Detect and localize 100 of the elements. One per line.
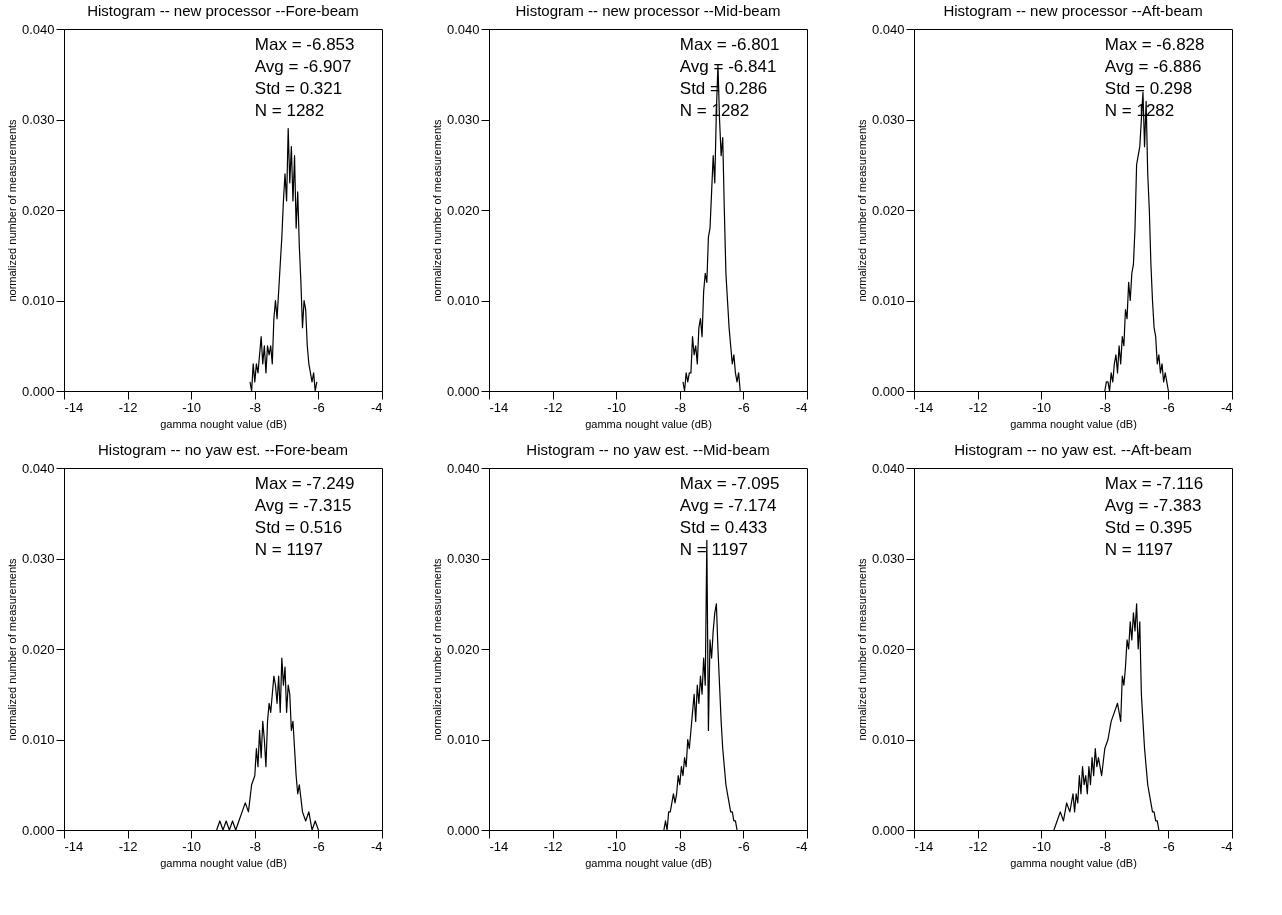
x-axis-title: gamma nought value (dB) — [160, 417, 287, 430]
chart-title: Histogram -- no yaw est. --Fore-beam — [97, 441, 349, 458]
y-axis-title: normalized number of measurements — [430, 118, 443, 302]
y-tick-label: 0.030 — [446, 551, 480, 566]
y-axis-title: normalized number of measurements — [855, 118, 868, 302]
x-axis-title: gamma nought value (dB) — [160, 856, 287, 869]
x-tick-label: -8 — [1099, 399, 1112, 415]
annotation: N = 1197 — [254, 540, 324, 559]
y-tick-label: 0.040 — [446, 460, 480, 476]
x-tick-label: -12 — [543, 399, 563, 415]
y-tick-label: 0.010 — [21, 732, 55, 747]
annotation: Avg = -6.907 — [254, 57, 352, 76]
x-tick-label: -14 — [489, 838, 509, 854]
x-tick-label: -10 — [1032, 399, 1052, 415]
chart-title: Histogram -- new processor --Aft-beam — [943, 2, 1203, 19]
annotation: Max = -6.801 — [679, 35, 780, 54]
x-tick-label: -6 — [738, 399, 750, 415]
annotation: N = 1197 — [1104, 540, 1174, 559]
annotation: Std = 0.298 — [1104, 79, 1193, 98]
y-tick-label: 0.040 — [871, 21, 905, 37]
x-tick-label: -4 — [1220, 399, 1233, 415]
annotation: Max = -7.249 — [254, 474, 355, 493]
x-tick-label: -10 — [1032, 838, 1052, 854]
y-tick-label: 0.010 — [446, 732, 480, 747]
y-tick-label: 0.000 — [871, 822, 905, 838]
x-tick-label: -12 — [118, 838, 138, 854]
x-tick-label: -6 — [1163, 399, 1175, 415]
annotation: Avg = -7.315 — [254, 496, 352, 515]
y-axis-title: normalized number of measurements — [430, 557, 443, 741]
y-axis-title: normalized number of measurements — [5, 118, 18, 302]
y-tick-label: 0.010 — [871, 732, 905, 747]
x-tick-label: -14 — [914, 838, 934, 854]
x-tick-label: -12 — [968, 399, 988, 415]
x-tick-label: -12 — [543, 838, 563, 854]
y-tick-label: 0.030 — [871, 551, 905, 566]
annotation: Std = 0.321 — [254, 79, 343, 98]
y-tick-label: 0.020 — [446, 202, 480, 218]
x-tick-label: -6 — [313, 838, 325, 854]
y-axis-title: normalized number of measurements — [855, 557, 868, 741]
y-tick-label: 0.000 — [446, 383, 480, 399]
y-tick-label: 0.020 — [21, 202, 55, 218]
x-axis-title: gamma nought value (dB) — [585, 856, 712, 869]
x-tick-label: -8 — [674, 399, 687, 415]
x-tick-label: -6 — [1163, 838, 1175, 854]
x-tick-label: -12 — [118, 399, 138, 415]
y-tick-label: 0.000 — [871, 383, 905, 399]
annotation: Max = -6.853 — [254, 35, 355, 54]
y-tick-label: 0.020 — [21, 641, 55, 657]
x-tick-label: -10 — [607, 399, 627, 415]
chart-title: Histogram -- new processor --Mid-beam — [515, 2, 781, 19]
y-tick-label: 0.010 — [871, 293, 905, 308]
annotation: Avg = -7.174 — [679, 496, 777, 515]
annotation: Max = -6.828 — [1104, 35, 1205, 54]
chart-title: Histogram -- no yaw est. --Aft-beam — [954, 441, 1192, 458]
x-tick-label: -10 — [182, 399, 202, 415]
x-tick-label: -6 — [313, 399, 325, 415]
y-tick-label: 0.040 — [21, 21, 55, 37]
x-tick-label: -10 — [607, 838, 627, 854]
x-tick-label: -8 — [249, 838, 262, 854]
x-tick-label: -8 — [249, 399, 262, 415]
x-tick-label: -14 — [64, 838, 84, 854]
y-tick-label: 0.020 — [871, 641, 905, 657]
x-tick-label: -12 — [968, 838, 988, 854]
x-tick-label: -10 — [182, 838, 202, 854]
annotation: Max = -7.116 — [1104, 474, 1204, 493]
y-tick-label: 0.040 — [21, 460, 55, 476]
y-tick-label: 0.040 — [446, 21, 480, 37]
x-tick-label: -4 — [795, 399, 808, 415]
x-tick-label: -14 — [914, 399, 934, 415]
y-tick-label: 0.000 — [21, 383, 55, 399]
x-axis-title: gamma nought value (dB) — [1010, 856, 1137, 869]
line-series — [1053, 603, 1160, 831]
annotation: Avg = -7.383 — [1104, 496, 1202, 515]
x-tick-label: -8 — [1099, 838, 1112, 854]
x-tick-label: -14 — [64, 399, 84, 415]
annotation: Avg = -6.886 — [1104, 57, 1202, 76]
y-tick-label: 0.030 — [21, 112, 55, 127]
x-tick-label: -8 — [674, 838, 687, 854]
annotation: Std = 0.395 — [1104, 518, 1193, 537]
y-tick-label: 0.030 — [21, 551, 55, 566]
chart-title: Histogram -- new processor --Fore-beam — [87, 2, 359, 19]
x-axis-title: gamma nought value (dB) — [585, 417, 712, 430]
y-tick-label: 0.040 — [871, 460, 905, 476]
y-tick-label: 0.010 — [446, 293, 480, 308]
x-tick-label: -4 — [370, 838, 383, 854]
annotation: N = 1282 — [254, 101, 325, 120]
x-tick-label: -4 — [795, 838, 808, 854]
annotation: Std = 0.433 — [679, 518, 768, 537]
x-tick-label: -4 — [1220, 838, 1233, 854]
y-tick-label: 0.030 — [446, 112, 480, 127]
x-tick-label: -4 — [370, 399, 383, 415]
y-tick-label: 0.010 — [21, 293, 55, 308]
annotation: Std = 0.516 — [254, 518, 343, 537]
y-axis-title: normalized number of measurements — [5, 557, 18, 741]
line-series — [249, 127, 318, 392]
chart-title: Histogram -- no yaw est. --Mid-beam — [526, 441, 770, 458]
x-axis-title: gamma nought value (dB) — [1010, 417, 1137, 430]
y-tick-label: 0.020 — [871, 202, 905, 218]
annotation: Avg = -6.841 — [679, 57, 777, 76]
y-tick-label: 0.020 — [446, 641, 480, 657]
